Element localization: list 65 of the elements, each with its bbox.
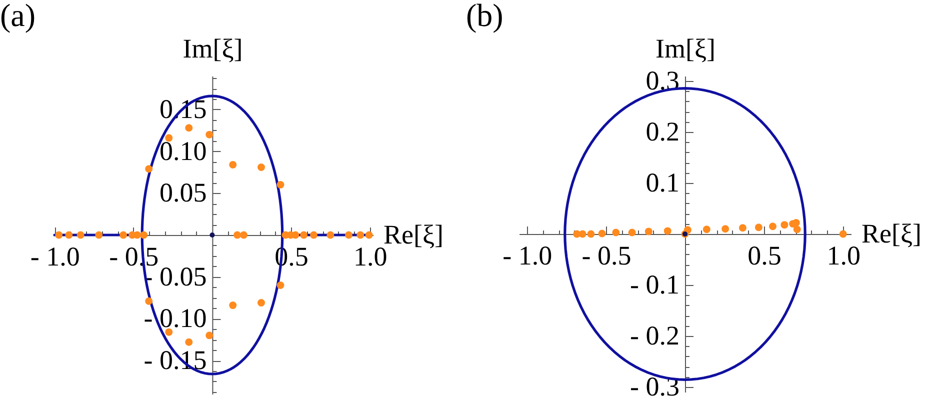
point [792,219,800,227]
point [344,231,352,239]
point [644,228,652,236]
point [206,130,214,138]
point [326,231,334,239]
point [240,231,248,239]
point [165,134,173,142]
point [292,231,300,239]
point [185,338,193,346]
y-tick-label: 0.1 [646,168,680,198]
x-tick-label: 0.5 [748,240,782,270]
point [356,231,364,239]
point [754,224,762,232]
point [76,231,84,239]
point [229,302,237,310]
point [612,228,620,236]
y-tick-label: 0.2 [646,116,680,147]
x-tick-label: 1.0 [826,240,860,270]
point [145,297,153,305]
point [598,230,606,238]
chart-title: (a) [0,0,36,33]
point [365,231,373,239]
point [210,232,215,238]
point [587,230,595,238]
x-tick-label: - 1.0 [30,242,80,272]
point [234,231,242,239]
point [628,228,636,236]
point [702,226,710,234]
x-tick-label: - 0.5 [582,240,632,270]
point [65,231,73,239]
point [276,181,284,189]
y-axis-title: Im[ξ] [655,34,716,64]
y-axis-title: Im[ξ] [182,34,243,64]
point [684,226,692,234]
y-tick-label: 0.10 [159,136,207,166]
point [780,221,788,229]
point [300,231,308,239]
point [664,227,672,235]
y-tick-label: 0.05 [159,178,207,208]
point [793,226,801,234]
point [120,231,128,239]
x-axis-title: Re[ξ] [384,220,444,250]
point [145,165,153,173]
point [769,222,776,230]
point [578,230,586,238]
point [165,328,173,336]
point [55,231,63,239]
point [206,332,214,340]
point [722,225,730,233]
point [229,160,237,168]
point [276,281,284,289]
point [257,299,265,307]
y-tick-label: - 0.10 [144,303,207,334]
point [738,224,746,232]
point [185,124,193,132]
point [257,163,265,171]
point [310,231,318,239]
chart-title: (b) [466,0,504,33]
y-tick-label: - 0.2 [630,320,680,350]
point [140,231,148,239]
point [95,231,103,239]
x-tick-label: - 1.0 [502,240,552,270]
x-axis-title: Re[ξ] [862,218,922,248]
y-tick-label: - 0.1 [630,269,680,300]
point [839,230,847,238]
